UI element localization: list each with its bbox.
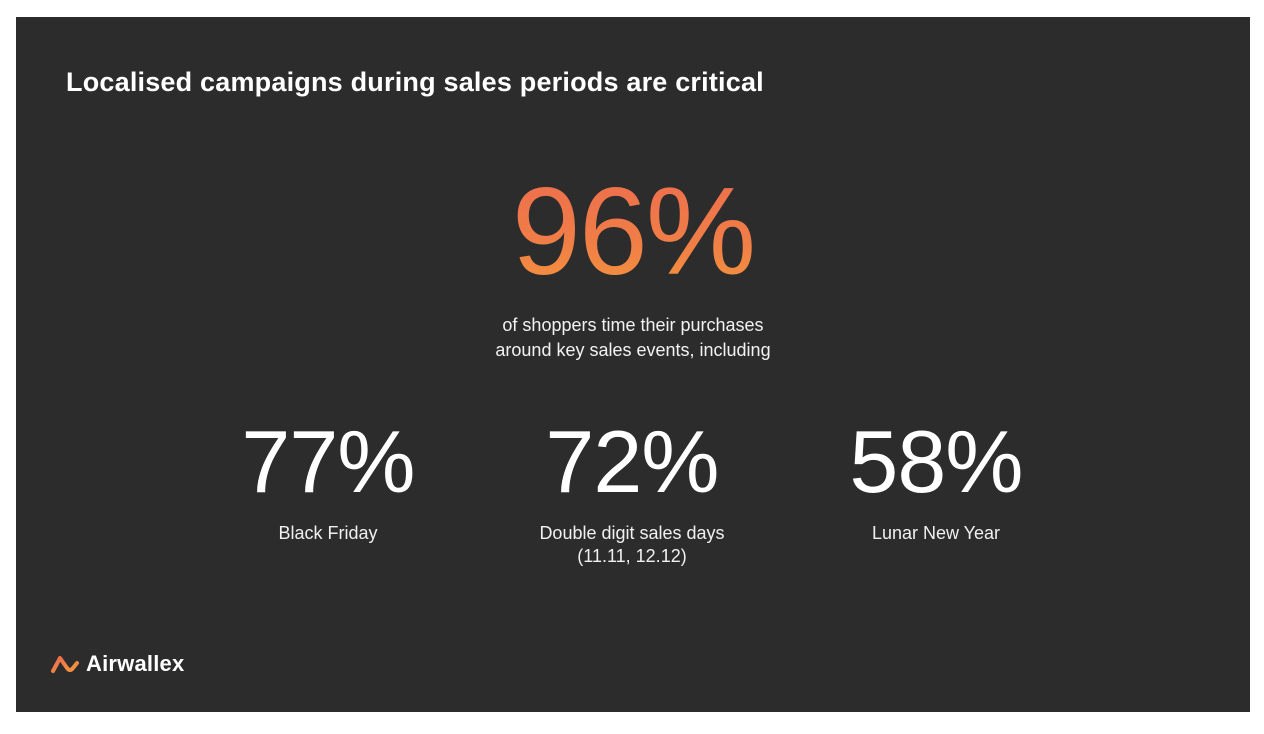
hero-caption-line-1: of shoppers time their purchases <box>502 315 764 335</box>
stat-value: 72% <box>545 412 719 511</box>
hero-stat: 96% <box>16 157 1250 307</box>
stat-lunar-new-year: 58% Lunar New Year <box>776 412 1096 545</box>
stat-black-friday: 77% Black Friday <box>168 412 488 545</box>
stat-value: 58% <box>849 412 1023 511</box>
stat-label-line-1: Lunar New Year <box>871 523 1001 543</box>
slide-title: Localised campaigns during sales periods… <box>66 67 764 97</box>
stat-double-digit-sales-days: 72% Double digit sales days (11.11, 12.1… <box>472 412 792 568</box>
stat-label: Double digit sales days (11.11, 12.12) <box>472 522 792 568</box>
stat-label-line-2: (11.11, 12.12) <box>577 546 687 566</box>
hero-percentage: 96% <box>512 157 756 307</box>
slide: Localised campaigns during sales periods… <box>16 17 1250 712</box>
brand-logo: Airwallex <box>50 651 184 677</box>
stat-label: Lunar New Year <box>776 522 1096 545</box>
stat-label-line-1: Black Friday <box>278 523 378 543</box>
stat-label: Black Friday <box>168 522 488 545</box>
stat-value: 77% <box>241 412 415 511</box>
hero-caption-line-2: around key sales events, including <box>495 340 771 360</box>
airwallex-logo-icon <box>51 656 79 673</box>
hero-caption: of shoppers time their purchases around … <box>16 313 1250 363</box>
brand-name: Airwallex <box>86 651 185 676</box>
stat-label-line-1: Double digit sales days <box>539 523 725 543</box>
